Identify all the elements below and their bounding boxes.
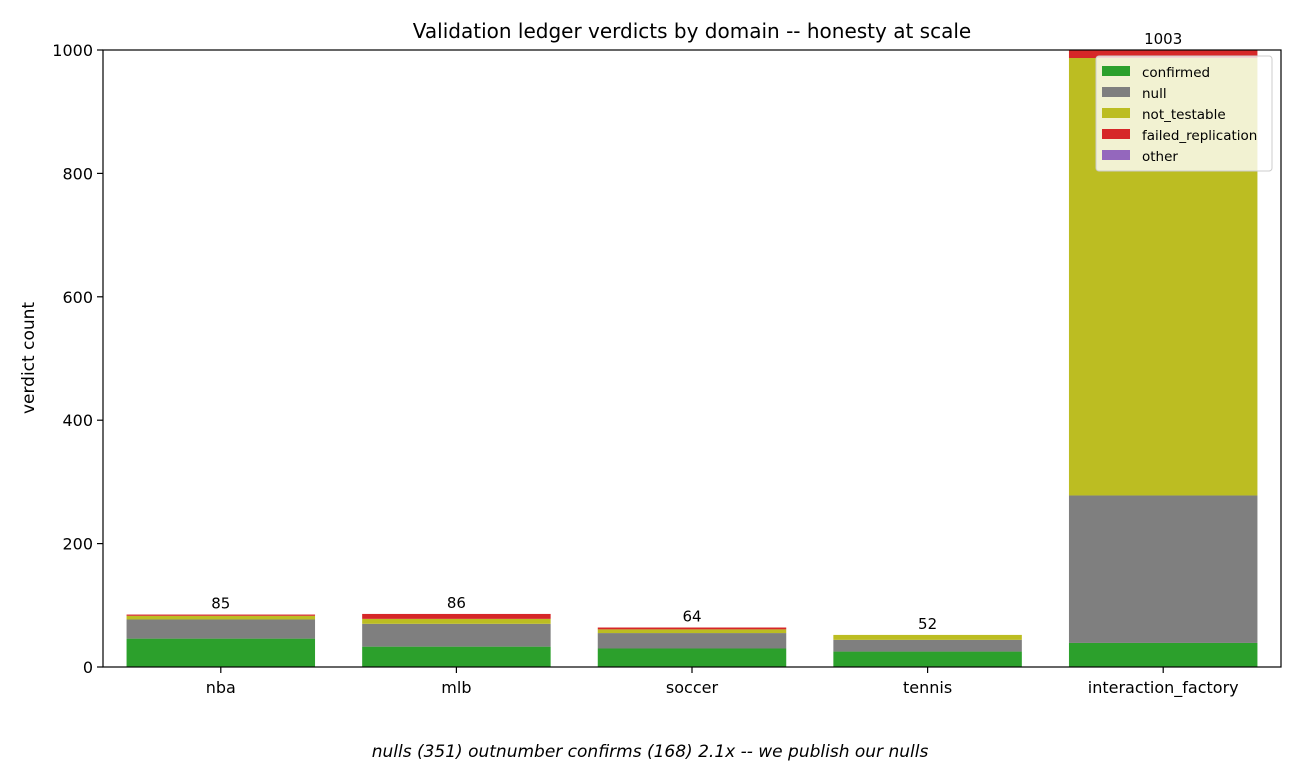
bar-segment-confirmed [597, 648, 787, 667]
legend-label-not_testable: not_testable [1142, 107, 1226, 123]
legend-label-null: null [1142, 86, 1167, 102]
bar-segment-null [126, 619, 316, 639]
legend-swatch-failed_replication [1102, 129, 1130, 139]
bar-layer [126, 50, 1258, 667]
y-tick-label: 200 [62, 535, 93, 554]
bar-total-label: 86 [447, 594, 466, 612]
bar-segment-not_testable [126, 615, 316, 620]
bar-total-label: 85 [211, 595, 230, 613]
bar-segment-confirmed [126, 638, 316, 667]
bar-total-label: 1003 [1144, 30, 1182, 48]
bar-segment-confirmed [1068, 642, 1258, 667]
y-axis-label: verdict count [19, 302, 39, 414]
bar-segment-failed_replication [362, 613, 551, 619]
chart-caption: nulls (351) outnumber confirms (168) 2.1… [371, 742, 929, 762]
bar-segment-failed_replication [126, 614, 316, 616]
y-tick-label: 1000 [52, 41, 93, 60]
y-tick-label: 800 [62, 164, 93, 183]
legend-swatch-null [1102, 87, 1130, 97]
x-tick-label: mlb [441, 678, 471, 697]
legend-label-confirmed: confirmed [1142, 65, 1210, 81]
x-tick-label: tennis [903, 678, 952, 697]
x-tick-label: nba [206, 678, 236, 697]
bar-total-label: 52 [918, 615, 937, 633]
legend-swatch-confirmed [1102, 66, 1130, 76]
bar-segment-null [833, 639, 1022, 652]
bar-segment-not_testable [597, 629, 787, 634]
chart-title: Validation ledger verdicts by domain -- … [413, 19, 971, 43]
y-tick-label: 400 [62, 411, 93, 430]
bar-segment-not_testable [833, 634, 1022, 640]
axes: 0 200 400 600 800 1000 nba mlb soccer tennis inter… [52, 41, 1282, 698]
legend-box [1095, 55, 1273, 172]
bar-segment-not_testable [362, 618, 551, 624]
legend: confirmed null not_testable failed_replicat… [1095, 55, 1273, 172]
x-tick-label: soccer [666, 678, 719, 697]
bar-group: 85 86 64 52 1003 [126, 30, 1258, 667]
bar-segment-failed_replication [597, 627, 787, 630]
y-tick-label: 600 [62, 288, 93, 307]
bar-segment-null [1068, 495, 1258, 643]
bar-segment-null [362, 623, 551, 647]
bar-segment-failed_replication [1068, 50, 1258, 59]
bar-segment-null [597, 633, 787, 649]
bar-segment-confirmed [362, 646, 551, 667]
y-tick-label: 0 [83, 658, 93, 677]
legend-swatch-other [1102, 150, 1130, 160]
bar-segment-confirmed [833, 651, 1022, 667]
legend-label-other: other [1142, 149, 1178, 165]
bar-total-label: 64 [682, 608, 701, 626]
legend-label-failed_replication: failed_replication [1142, 128, 1257, 144]
legend-swatch-not_testable [1102, 108, 1130, 118]
x-tick-label: interaction_factory [1088, 678, 1239, 698]
